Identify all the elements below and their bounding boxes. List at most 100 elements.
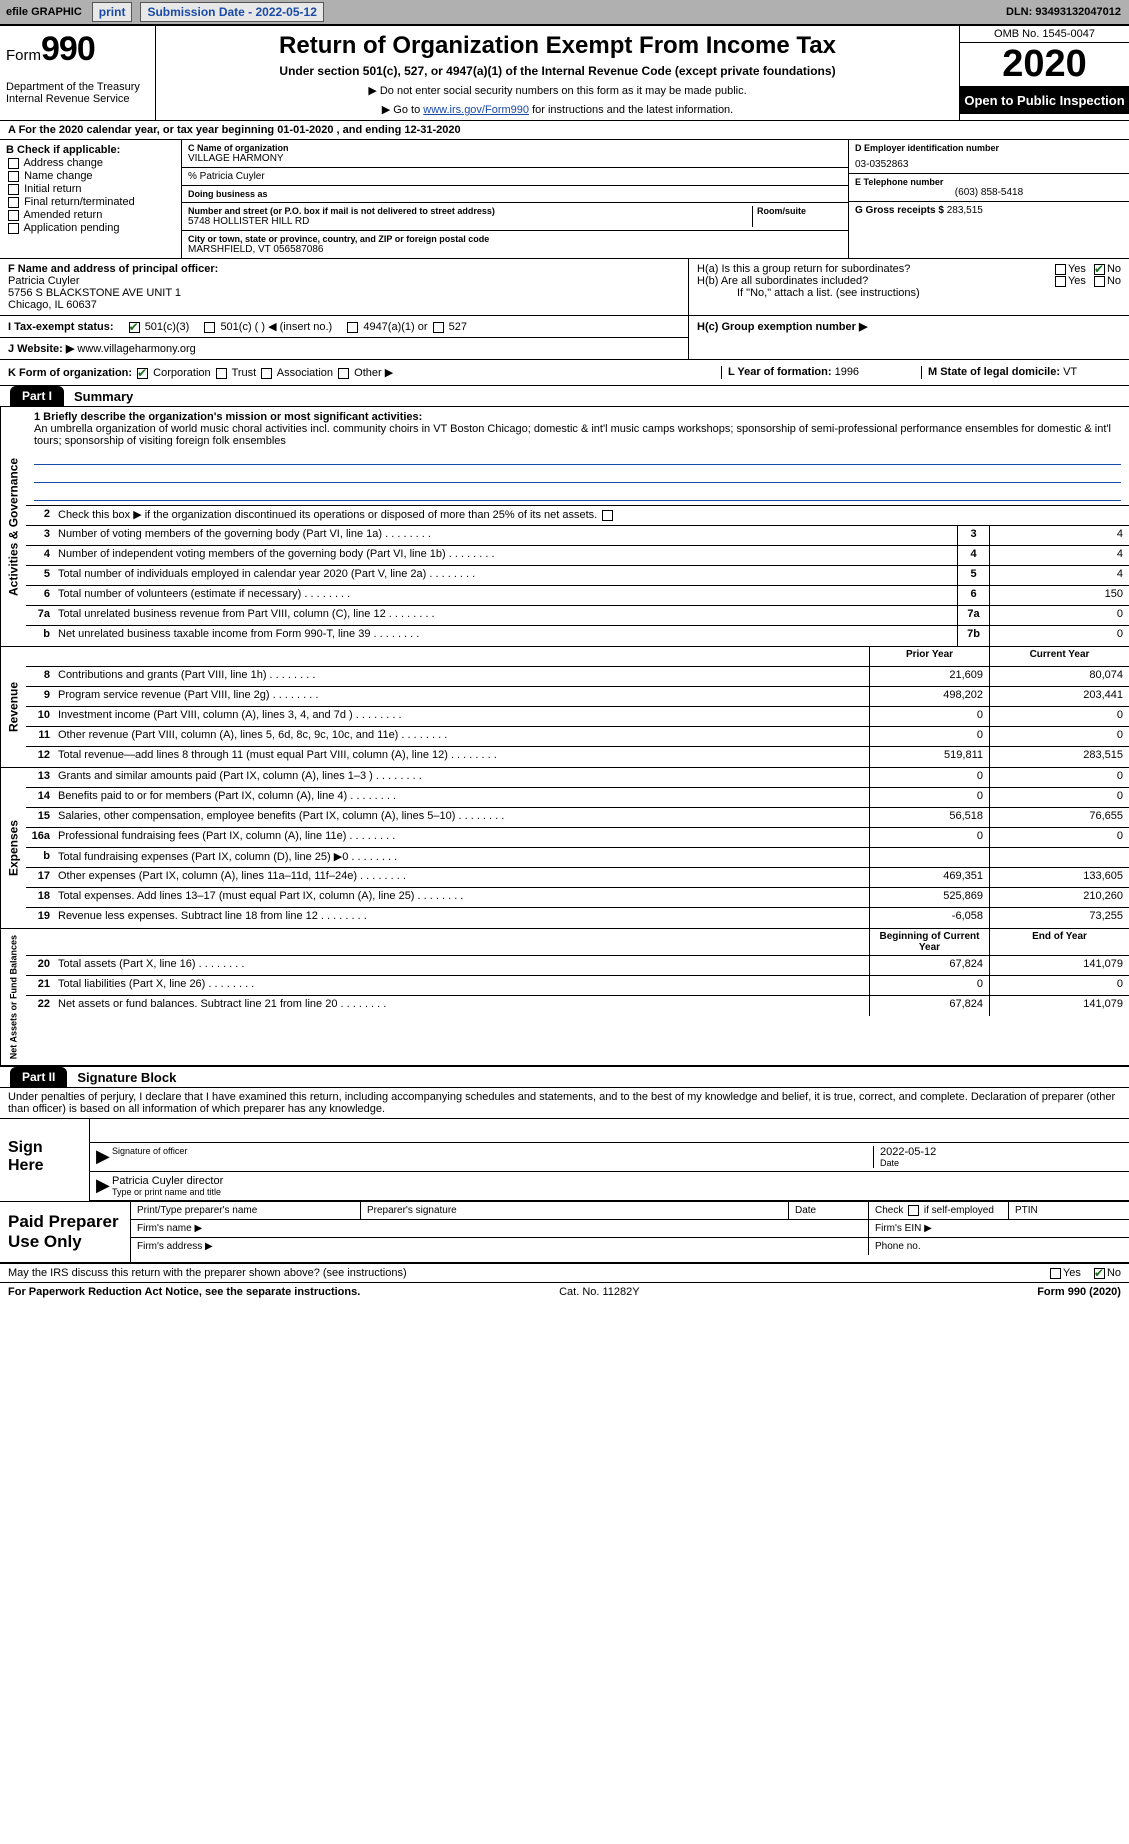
chk-self-employed[interactable] (908, 1205, 919, 1216)
table-row: b Net unrelated business taxable income … (26, 626, 1129, 646)
hb-yes[interactable] (1055, 276, 1066, 287)
phone-label: E Telephone number (855, 177, 1123, 187)
chk-name[interactable]: Name change (6, 170, 175, 182)
header-left: Form990 Department of the Treasury Inter… (0, 26, 156, 120)
chk-final[interactable]: Final return/terminated (6, 196, 175, 208)
rev-section: Revenue Prior Year Current Year 8 Contri… (0, 647, 1129, 768)
fh-block: F Name and address of principal officer:… (0, 259, 1129, 316)
website-value: www.villageharmony.org (77, 343, 195, 355)
chk-other[interactable] (338, 368, 349, 379)
chk-amended[interactable]: Amended return (6, 209, 175, 221)
sig-arrow-icon: ▶ (96, 1146, 112, 1168)
box-i: I Tax-exempt status: 501(c)(3) 501(c) ( … (0, 316, 688, 338)
gross-label: G Gross receipts $ (855, 205, 944, 216)
table-row: 16a Professional fundraising fees (Part … (26, 828, 1129, 848)
chk-trust[interactable] (216, 368, 227, 379)
firm-ein-label: Firm's EIN ▶ (869, 1220, 1129, 1237)
table-row: 17 Other expenses (Part IX, column (A), … (26, 868, 1129, 888)
chk-501c3[interactable] (129, 322, 140, 333)
q2-check[interactable] (602, 510, 613, 521)
q2-text: Check this box ▶ if the organization dis… (54, 506, 1129, 525)
sig-date-value: 2022-05-12 (880, 1146, 1123, 1158)
part1-header: Part I Summary (0, 386, 1129, 407)
period-row: A For the 2020 calendar year, or tax yea… (0, 121, 1129, 140)
f-addr2: Chicago, IL 60637 (8, 299, 680, 311)
table-row: 11 Other revenue (Part VIII, column (A),… (26, 727, 1129, 747)
table-row: b Total fundraising expenses (Part IX, c… (26, 848, 1129, 868)
tax-year: 2020 (960, 43, 1129, 87)
sig-arrow-icon: ▶ (96, 1175, 112, 1197)
chk-pending[interactable]: Application pending (6, 222, 175, 234)
chk-initial[interactable]: Initial return (6, 183, 175, 195)
form-word: Form (6, 47, 41, 64)
table-row: 13 Grants and similar amounts paid (Part… (26, 768, 1129, 788)
box-k: K Form of organization: Corporation Trus… (8, 366, 721, 379)
box-c: C Name of organization VILLAGE HARMONY %… (182, 140, 849, 258)
q1-block: 1 Briefly describe the organization's mi… (26, 407, 1129, 506)
table-row: 20 Total assets (Part X, line 16) 67,824… (26, 956, 1129, 976)
room-label: Room/suite (752, 206, 842, 227)
discuss-no[interactable] (1094, 1268, 1105, 1279)
chk-corp[interactable] (137, 368, 148, 379)
form-header: Form990 Department of the Treasury Inter… (0, 26, 1129, 121)
table-row: 7a Total unrelated business revenue from… (26, 606, 1129, 626)
street-label: Number and street (or P.O. box if mail i… (188, 206, 752, 216)
print-button[interactable]: print (92, 2, 133, 22)
city-value: MARSHFIELD, VT 056587086 (188, 244, 842, 255)
discuss-yes[interactable] (1050, 1268, 1061, 1279)
vlabel-net: Net Assets or Fund Balances (0, 929, 26, 1065)
table-row: 8 Contributions and grants (Part VIII, l… (26, 667, 1129, 687)
table-row: 18 Total expenses. Add lines 13–17 (must… (26, 888, 1129, 908)
col-begin: Beginning of Current Year (869, 929, 989, 955)
chk-501c[interactable] (204, 322, 215, 333)
type-name-label: Type or print name and title (112, 1187, 1123, 1197)
part2-title: Signature Block (67, 1070, 176, 1085)
box-l: L Year of formation: 1996 (721, 366, 921, 379)
form-subtitle: Under section 501(c), 527, or 4947(a)(1)… (162, 64, 953, 78)
table-row: 15 Salaries, other compensation, employe… (26, 808, 1129, 828)
chk-assoc[interactable] (261, 368, 272, 379)
f-addr1: 5756 S BLACKSTONE AVE UNIT 1 (8, 287, 680, 299)
table-row: 22 Net assets or fund balances. Subtract… (26, 996, 1129, 1016)
table-row: 10 Investment income (Part VIII, column … (26, 707, 1129, 727)
gross-value: 283,515 (947, 205, 983, 216)
ha-yes[interactable] (1055, 264, 1066, 275)
part2-tab: Part II (10, 1067, 67, 1087)
prep-name-label: Print/Type preparer's name (131, 1202, 361, 1219)
omb-label: OMB No. 1545-0047 (960, 26, 1129, 43)
chk-address[interactable]: Address change (6, 157, 175, 169)
ein-value: 03-0352863 (855, 153, 1123, 170)
phone-value: (603) 858-5418 (855, 187, 1123, 198)
ein-label: D Employer identification number (855, 143, 1123, 153)
dba-label: Doing business as (182, 186, 848, 203)
hc-label: H(c) Group exemption number ▶ (697, 320, 1121, 333)
note-link: ▶ Go to www.irs.gov/Form990 for instruct… (162, 103, 953, 116)
submission-date-button[interactable]: Submission Date - 2022-05-12 (140, 2, 323, 22)
prep-self-label: Check if self-employed (869, 1202, 1009, 1219)
sign-here-block: Sign Here ▶ Signature of officer 2022-05… (0, 1119, 1129, 1201)
col-end: End of Year (989, 929, 1129, 955)
note-post: for instructions and the latest informat… (529, 104, 733, 116)
ha-no[interactable] (1094, 264, 1105, 275)
table-row: 6 Total number of volunteers (estimate i… (26, 586, 1129, 606)
sig-officer-label: Signature of officer (112, 1146, 873, 1168)
prep-date-label: Date (789, 1202, 869, 1219)
vlabel-exp: Expenses (0, 768, 26, 928)
chk-527[interactable] (433, 322, 444, 333)
irs-link[interactable]: www.irs.gov/Form990 (423, 104, 529, 116)
hb-no[interactable] (1094, 276, 1105, 287)
box-h: H(a) Is this a group return for subordin… (689, 259, 1129, 315)
efile-label: efile GRAPHIC (0, 4, 88, 20)
blank-line (34, 487, 1121, 501)
vlabel-rev: Revenue (0, 647, 26, 767)
footer-row: For Paperwork Reduction Act Notice, see … (0, 1283, 1129, 1301)
department-label: Department of the Treasury Internal Reve… (6, 81, 149, 105)
table-row: 21 Total liabilities (Part X, line 26) 0… (26, 976, 1129, 996)
box-hc: H(c) Group exemption number ▶ (689, 316, 1129, 359)
col-current: Current Year (989, 647, 1129, 666)
col-prior: Prior Year (869, 647, 989, 666)
ha-label: H(a) Is this a group return for subordin… (697, 263, 1053, 275)
chk-4947[interactable] (347, 322, 358, 333)
box-f: F Name and address of principal officer:… (0, 259, 689, 315)
info-block: B Check if applicable: Address change Na… (0, 140, 1129, 259)
